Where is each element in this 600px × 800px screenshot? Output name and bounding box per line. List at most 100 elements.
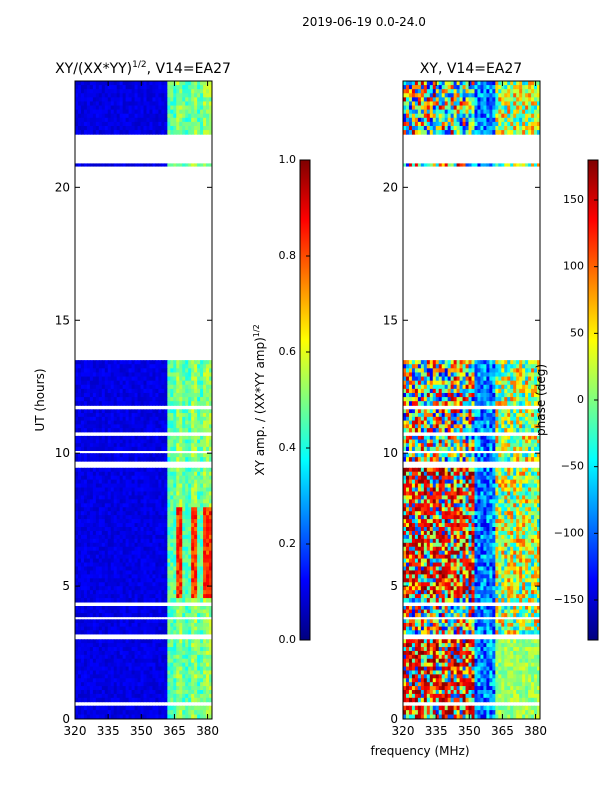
heatmap-cell [170, 678, 174, 683]
heatmap-cell [110, 416, 115, 422]
heatmap-cell [137, 435, 142, 441]
heatmap-cell [173, 594, 177, 599]
heatmap-cell [155, 507, 159, 512]
heatmap-cell [89, 654, 94, 660]
heatmap-cell [161, 530, 165, 536]
heatmap-cell [465, 643, 470, 648]
heatmap-cell [80, 109, 85, 115]
heatmap-cell [191, 710, 195, 716]
heatmap-cell [182, 483, 186, 489]
heatmap-cell [125, 360, 130, 365]
heatmap-cell [116, 439, 121, 444]
heatmap-cell [83, 380, 88, 386]
heatmap-cell [170, 674, 174, 679]
heatmap-cell [191, 507, 195, 512]
heatmap-cell [128, 609, 133, 614]
heatmap-cell [140, 503, 145, 508]
heatmap-cell [92, 530, 97, 536]
heatmap-cell [203, 446, 207, 452]
heatmap-cell [122, 578, 127, 583]
heatmap-cell [206, 662, 210, 668]
heatmap-cell [113, 538, 118, 544]
heatmap-cell [101, 364, 106, 369]
heatmap-cell [161, 397, 165, 402]
heatmap-cell [191, 435, 195, 441]
heatmap-cell [116, 163, 121, 167]
heatmap-cell [537, 643, 540, 648]
heatmap-cell [176, 368, 180, 373]
heatmap-cell [77, 697, 82, 703]
heatmap-cell [80, 105, 85, 111]
heatmap-cell [429, 647, 434, 652]
heatmap-cell [98, 562, 103, 567]
heatmap-cell [173, 622, 177, 628]
heatmap-cell [149, 360, 154, 365]
heatmap-cell [128, 475, 133, 481]
heatmap-cell [185, 558, 189, 564]
heatmap-cell [131, 487, 136, 492]
heatmap-cell [164, 546, 168, 552]
heatmap-cell [456, 666, 461, 671]
heatmap-cell [170, 457, 174, 462]
heatmap-cell [158, 89, 162, 94]
heatmap-cell [185, 380, 189, 386]
heatmap-cell [75, 643, 79, 648]
heatmap-cell [185, 471, 189, 477]
heatmap-cell [170, 705, 174, 711]
heatmap-cell [77, 479, 82, 485]
heatmap-cell [83, 714, 88, 719]
heatmap-cell [173, 401, 177, 406]
heatmap-cell [209, 519, 212, 524]
heatmap-cell [194, 686, 198, 691]
heatmap-cell [194, 630, 198, 635]
heatmap-cell [155, 693, 159, 699]
heatmap-cell [95, 125, 100, 131]
heatmap-cell [110, 534, 115, 540]
heatmap-cell [140, 163, 145, 167]
heatmap-cell [197, 613, 201, 618]
heatmap-cell [128, 550, 133, 556]
heatmap-cell [137, 89, 142, 94]
heatmap-cell [110, 643, 115, 648]
heatmap-cell [200, 666, 204, 671]
heatmap-cell [116, 619, 121, 624]
heatmap-cell [194, 550, 198, 556]
heatmap-cell [75, 495, 79, 500]
heatmap-cell [95, 85, 100, 90]
heatmap-cell [167, 121, 171, 127]
heatmap-cell [75, 606, 79, 611]
heatmap-cell [80, 89, 85, 94]
heatmap-cell [143, 380, 148, 386]
heatmap-cell [146, 446, 151, 452]
heatmap-cell [116, 558, 121, 564]
heatmap-cell [152, 546, 157, 552]
heatmap-cell [95, 511, 100, 516]
heatmap-cell [83, 101, 88, 107]
heatmap-cell [77, 570, 82, 575]
heatmap-cell [495, 714, 499, 719]
heatmap-cell [155, 554, 159, 560]
heatmap-cell [167, 413, 171, 418]
heatmap-cell [537, 662, 540, 668]
heatmap-cell [92, 471, 97, 477]
heatmap-cell [209, 693, 212, 699]
heatmap-cell [101, 609, 106, 614]
heatmap-cell [435, 643, 440, 648]
heatmap-cell [128, 85, 133, 90]
heatmap-cell [113, 574, 118, 579]
heatmap-cell [101, 666, 106, 671]
heatmap-cell [173, 647, 177, 652]
heatmap-cell [104, 376, 109, 382]
heatmap-cell [95, 542, 100, 548]
heatmap-cell [164, 523, 168, 528]
heatmap-cell [107, 121, 112, 127]
heatmap-cell [86, 705, 91, 711]
heatmap-cell [182, 503, 186, 508]
heatmap-cell [104, 523, 109, 528]
heatmap-cell [140, 534, 145, 540]
heatmap-cell [209, 530, 212, 536]
heatmap-cell [194, 380, 198, 386]
heatmap-cell [453, 705, 458, 711]
heatmap-cell [176, 534, 180, 540]
heatmap-cell [110, 117, 115, 123]
